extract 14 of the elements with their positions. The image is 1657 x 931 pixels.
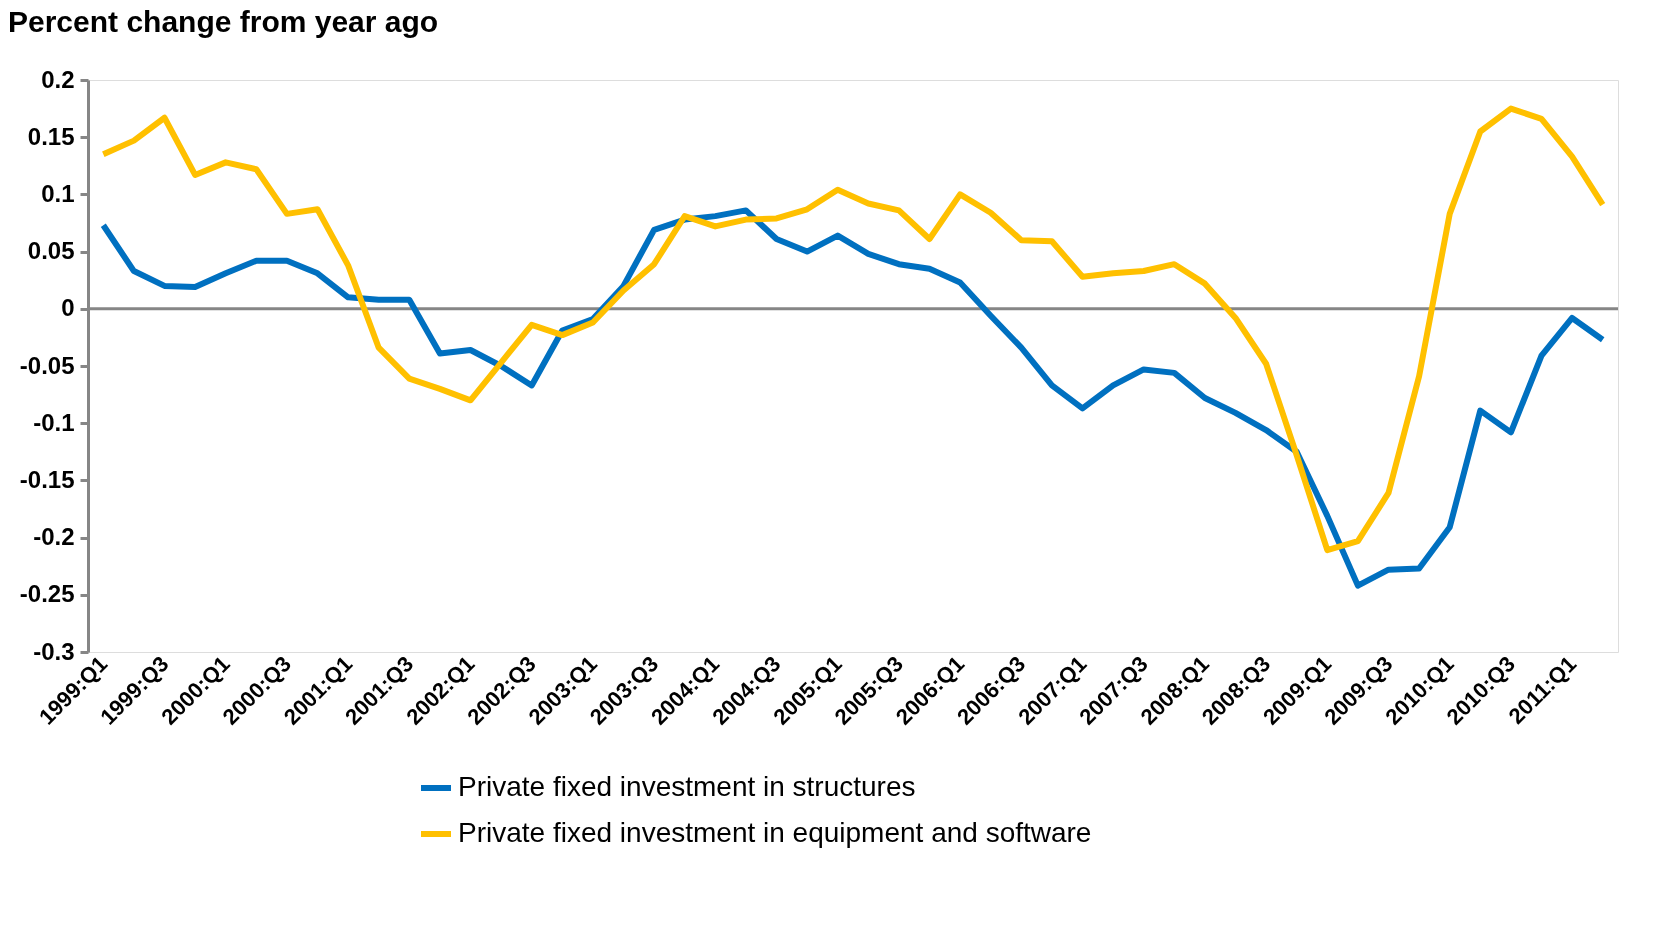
y-tick-label: -0.1	[33, 408, 75, 436]
y-tick-label: -0.05	[19, 351, 75, 379]
y-tick-label: 0.2	[41, 65, 75, 93]
y-tick-label: 0	[61, 294, 75, 322]
y-axis-title: Percent change from year ago	[8, 5, 439, 38]
legend-label: Private fixed investment in structures	[458, 771, 916, 802]
y-tick-label: -0.3	[33, 637, 75, 665]
y-tick-label: -0.25	[19, 580, 75, 608]
y-tick-label: -0.15	[19, 465, 75, 493]
y-tick-label: 0.1	[41, 179, 75, 207]
y-tick-label: -0.2	[33, 523, 75, 551]
y-tick-label: 0.05	[27, 237, 75, 265]
y-tick-label: 0.15	[27, 122, 75, 150]
legend-label: Private fixed investment in equipment and software	[458, 817, 1092, 848]
